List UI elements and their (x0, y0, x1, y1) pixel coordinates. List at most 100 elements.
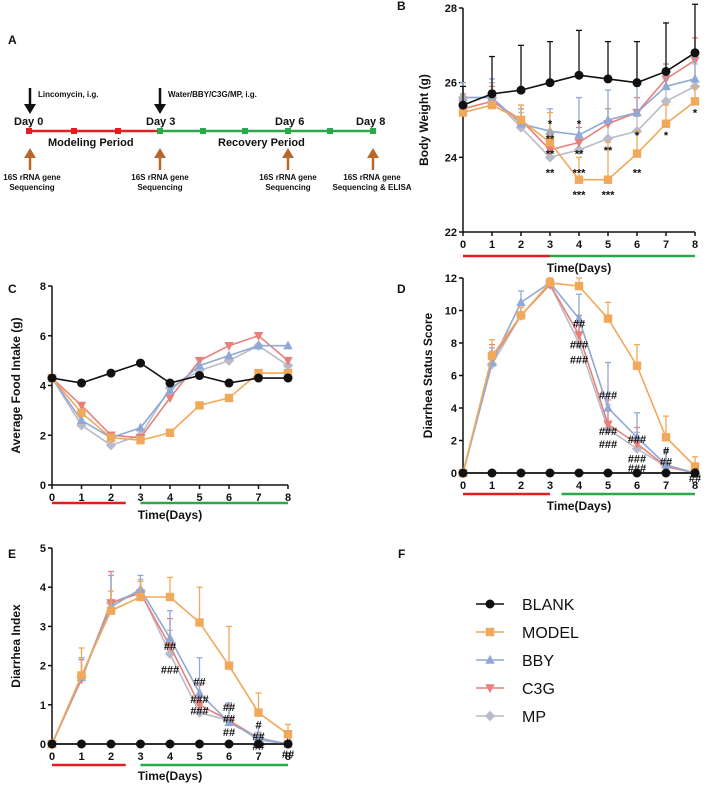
data-point-blank (545, 78, 555, 88)
significance-mark: # (255, 719, 261, 731)
timeline-tick (200, 128, 206, 134)
panel-a-timeline: A Lincomycin, i.g. Water/BBY/C3G/MP, i.g… (3, 33, 412, 192)
y-tick-label: 5 (40, 543, 46, 555)
data-point-model (224, 393, 234, 403)
x-tick-label: 7 (663, 480, 669, 492)
x-tick-label: 3 (137, 751, 143, 763)
significance-mark: ### (599, 439, 617, 451)
x-tick-label: 1 (489, 480, 495, 492)
x-tick-label: 4 (576, 480, 583, 492)
data-point-model (574, 281, 584, 291)
data-point-blank (516, 85, 526, 95)
x-tick-label: 6 (634, 480, 640, 492)
data-point-model (165, 428, 175, 437)
data-point-bby (632, 432, 642, 441)
data-point-model (165, 592, 175, 602)
data-point-bby (76, 415, 87, 425)
x-tick-label: 6 (226, 751, 232, 763)
data-point-model (195, 401, 204, 410)
data-point-blank (690, 48, 700, 58)
series-blank (458, 468, 700, 478)
data-point-blank (283, 739, 293, 749)
y-axis-title: Diarrhea Status Score (421, 312, 435, 438)
x-tick-label: 1 (78, 492, 84, 504)
significance-mark: # (692, 466, 698, 478)
y-tick-label: 2 (40, 661, 46, 673)
significance-mark: ** (546, 149, 555, 161)
data-point-blank (661, 66, 671, 76)
data-point-blank (283, 373, 293, 383)
legend-marker-c3g (485, 684, 495, 694)
series-blank (47, 358, 293, 388)
data-point-blank (661, 468, 671, 478)
data-point-bby (690, 73, 700, 83)
y-tick-label: 3 (40, 621, 46, 633)
timeline-tick (327, 128, 333, 134)
significance-mark: ## (282, 749, 294, 761)
x-axis-title: Time(Days) (138, 508, 202, 522)
series-blank (458, 3, 700, 110)
panel-label-f: F (398, 547, 405, 561)
label-seq-day3-line1: 16S rRNA gene (131, 173, 189, 182)
x-tick-label: 4 (167, 492, 174, 504)
y-tick-label: 8 (40, 281, 46, 293)
data-point-model (516, 311, 526, 320)
x-tick-label: 8 (285, 751, 291, 763)
data-point-blank (458, 468, 468, 478)
data-point-model (603, 314, 613, 323)
data-point-blank (458, 100, 468, 110)
data-point-mp (544, 152, 556, 163)
significance-mark: ** (546, 167, 555, 179)
significance-mark: ### (570, 340, 588, 352)
legend-item-mp: MP (476, 709, 546, 726)
data-point-blank (690, 468, 700, 478)
data-point-mp (573, 144, 585, 156)
data-point-blank (545, 468, 555, 478)
data-point-blank (254, 739, 263, 749)
y-tick-label: 22 (445, 227, 457, 239)
y-axis-title: Body Weight (g) (417, 74, 431, 166)
significance-mark: ## (252, 731, 264, 743)
x-tick-label: 0 (49, 751, 55, 763)
significance-mark: * (635, 130, 640, 142)
significance-mark: # (663, 445, 669, 457)
legend-item-bby: BBY (476, 653, 554, 670)
data-point-bby (194, 687, 205, 697)
legend-marker-blank (485, 599, 495, 609)
x-tick-label: 8 (692, 480, 698, 492)
legend-label-blank: BLANK (522, 597, 575, 614)
y-tick-label: 12 (445, 273, 457, 285)
x-tick-label: 7 (255, 751, 261, 763)
data-point-model (487, 100, 497, 110)
data-point-c3g (283, 356, 293, 366)
legend-item-blank: BLANK (476, 597, 575, 614)
arrow-sequencing-day8 (367, 148, 379, 170)
data-point-blank (574, 468, 584, 478)
data-point-blank (106, 739, 116, 749)
data-point-mp (194, 707, 205, 718)
panel-label-e: E (8, 547, 16, 561)
data-point-mp (660, 96, 672, 107)
label-seq-day3-line2: Sequencing (137, 183, 182, 192)
significance-mark: *** (573, 167, 587, 179)
data-point-mp (164, 648, 176, 660)
x-tick-label: 1 (78, 751, 84, 763)
data-point-model (136, 592, 145, 602)
data-point-bby (224, 717, 234, 727)
label-lincomycin: Lincomycin, i.g. (38, 90, 98, 99)
data-point-bby (165, 385, 175, 395)
arrow-sequencing-day0 (24, 148, 36, 170)
y-axis-title: Diarrhea Index (9, 604, 23, 688)
x-axis-title: Time(Days) (547, 499, 611, 513)
y-axis-title: Average Food Intake (g) (9, 317, 23, 453)
legend-items: BLANK MODEL BBY C3G MP (476, 597, 579, 726)
legend-item-model: MODEL (476, 625, 579, 642)
data-point-c3g (224, 342, 234, 351)
y-tick-label: 1 (40, 700, 46, 712)
significance-mark: *** (602, 190, 616, 202)
x-tick-label: 3 (137, 492, 143, 504)
data-point-model (458, 108, 468, 117)
x-tick-label: 5 (605, 239, 611, 251)
data-point-model (603, 175, 613, 184)
data-point-blank (195, 739, 204, 749)
